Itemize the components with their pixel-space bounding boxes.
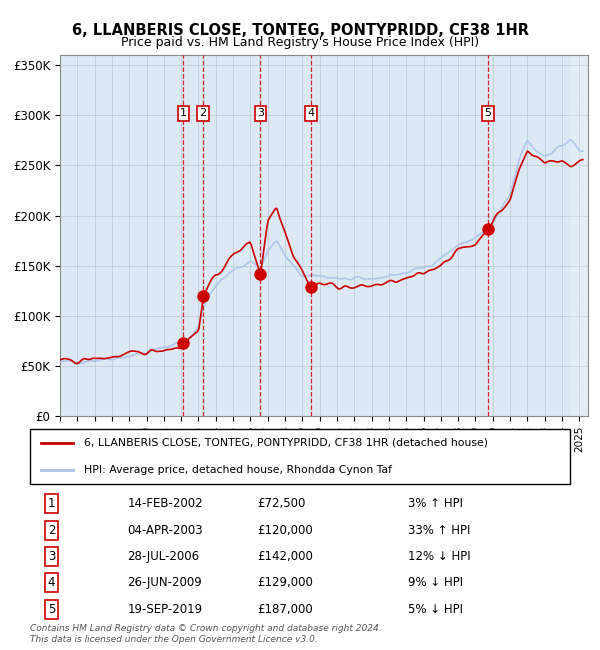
Text: 33% ↑ HPI: 33% ↑ HPI (408, 524, 470, 537)
Text: 5: 5 (48, 603, 55, 616)
Text: 2: 2 (200, 109, 207, 118)
Text: 5: 5 (484, 109, 491, 118)
Text: 12% ↓ HPI: 12% ↓ HPI (408, 550, 470, 563)
Text: 14-FEB-2002: 14-FEB-2002 (127, 497, 203, 510)
FancyBboxPatch shape (30, 429, 570, 484)
Bar (571, 55, 588, 416)
Text: £142,000: £142,000 (257, 550, 313, 563)
Text: 6, LLANBERIS CLOSE, TONTEG, PONTYPRIDD, CF38 1HR (detached house): 6, LLANBERIS CLOSE, TONTEG, PONTYPRIDD, … (84, 438, 488, 448)
Text: 3: 3 (257, 109, 264, 118)
Text: 1: 1 (180, 109, 187, 118)
Text: 2: 2 (48, 524, 55, 537)
Text: 3: 3 (48, 550, 55, 563)
Text: 4: 4 (48, 577, 55, 590)
Text: 6, LLANBERIS CLOSE, TONTEG, PONTYPRIDD, CF38 1HR: 6, LLANBERIS CLOSE, TONTEG, PONTYPRIDD, … (71, 23, 529, 38)
Text: £72,500: £72,500 (257, 497, 305, 510)
Text: 4: 4 (307, 109, 314, 118)
Text: 9% ↓ HPI: 9% ↓ HPI (408, 577, 463, 590)
Text: HPI: Average price, detached house, Rhondda Cynon Taf: HPI: Average price, detached house, Rhon… (84, 465, 392, 475)
Text: £129,000: £129,000 (257, 577, 313, 590)
Text: 1: 1 (48, 497, 55, 510)
Text: Contains HM Land Registry data © Crown copyright and database right 2024.
This d: Contains HM Land Registry data © Crown c… (30, 624, 382, 644)
Text: £187,000: £187,000 (257, 603, 313, 616)
Text: 26-JUN-2009: 26-JUN-2009 (127, 577, 202, 590)
Text: 28-JUL-2006: 28-JUL-2006 (127, 550, 199, 563)
Text: 5% ↓ HPI: 5% ↓ HPI (408, 603, 463, 616)
Text: 19-SEP-2019: 19-SEP-2019 (127, 603, 202, 616)
Text: 04-APR-2003: 04-APR-2003 (127, 524, 203, 537)
Text: Price paid vs. HM Land Registry's House Price Index (HPI): Price paid vs. HM Land Registry's House … (121, 36, 479, 49)
Text: £120,000: £120,000 (257, 524, 313, 537)
Text: 3% ↑ HPI: 3% ↑ HPI (408, 497, 463, 510)
